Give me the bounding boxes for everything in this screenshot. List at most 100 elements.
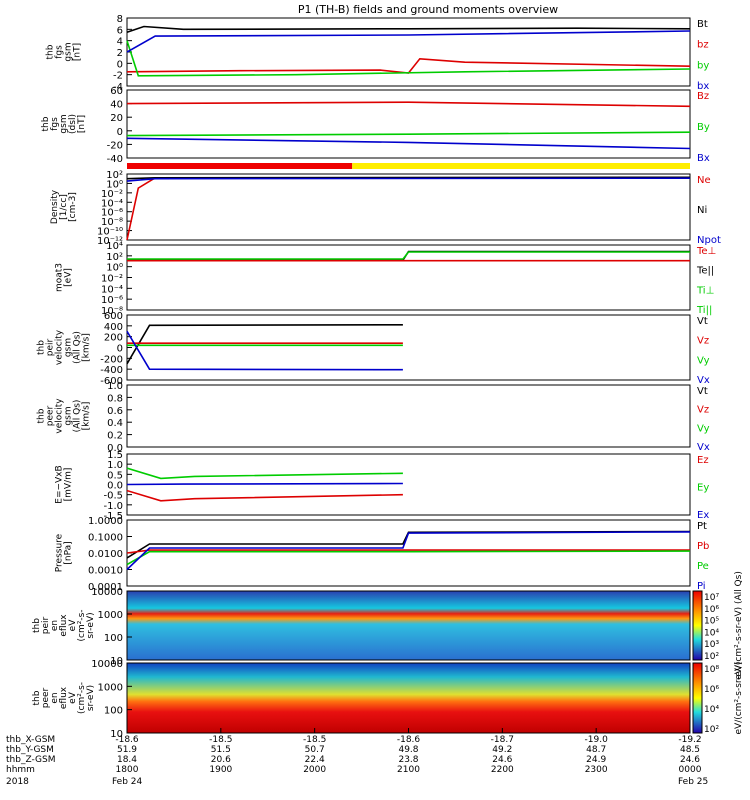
series-fgs-gsm-bx: [126, 30, 691, 53]
colorbar-tick-label: 10⁵: [704, 617, 719, 627]
y-tick-label: -200: [100, 354, 123, 365]
y-tick-label: 10²: [106, 170, 123, 181]
y-tick-label: -600: [100, 376, 123, 387]
x-tick-value: 22.4: [305, 755, 325, 765]
y-tick-label: 0.4: [107, 418, 123, 429]
y-axis-label: en: [50, 692, 60, 703]
spectrogram: [127, 663, 690, 733]
y-tick-label: 10000: [91, 587, 123, 598]
y-axis-label: [km/s]: [82, 333, 92, 362]
series-fgs-gsm-bz: [126, 57, 691, 74]
legend-bz: bz: [697, 40, 709, 51]
y-tick-label: 10⁻⁸: [101, 306, 123, 317]
x-tick-value: 1900: [209, 765, 232, 775]
y-axis-label: gsm: [64, 42, 74, 61]
x-tick-value: 50.7: [305, 745, 325, 755]
y-tick-label: 0.0100: [88, 549, 123, 560]
y-axis-label: fgs: [50, 117, 60, 131]
y-tick-label: 10000: [91, 659, 123, 670]
x-row-label: thb_Y-GSM: [6, 745, 54, 755]
x-tick-value: 2300: [585, 765, 608, 775]
legend-Pb: Pb: [697, 541, 709, 552]
y-axis-label: sr-eV): [86, 612, 96, 638]
x-tick-value: 24.6: [492, 755, 512, 765]
y-axis-label: [nT]: [73, 43, 83, 61]
panel-density: 10²10⁰10⁻²10⁻⁴10⁻⁶10⁻⁸10⁻¹⁰10⁻¹²Density[…: [50, 170, 721, 247]
y-tick-label: 0: [117, 127, 123, 138]
y-tick-label: 1000: [98, 610, 123, 621]
series-density-Ni: [126, 176, 691, 180]
y-axis-label: sr-eV): [86, 685, 96, 711]
y-tick-label: 10: [110, 729, 123, 740]
x-tick-value: 51.9: [117, 745, 137, 755]
y-tick-label: 10: [110, 656, 123, 667]
legend-Vt: Vt: [697, 386, 708, 397]
y-tick-label: -2: [113, 71, 123, 82]
x-row-label: hhmm: [6, 765, 35, 775]
y-tick-label: 20: [110, 113, 123, 124]
legend-Ex: Ex: [697, 510, 709, 521]
plot-title: P1 (TH-B) fields and ground moments over…: [298, 3, 558, 16]
colorbar-tick-label: 10²: [704, 652, 719, 662]
y-tick-label: 1.0: [107, 460, 123, 471]
y-tick-label: 10²: [106, 252, 123, 263]
colorbar-label: eV/(cm²-s-sr-eV): [734, 661, 744, 734]
x-tick-value: -18.6: [397, 735, 421, 745]
series-pressure-Pt: [126, 530, 691, 559]
y-tick-label: 10⁻⁸: [101, 217, 123, 228]
x-tick-value: 24.9: [586, 755, 606, 765]
y-tick-label: 60: [110, 86, 123, 97]
panel-pressure: 1.0000 0.1000 0.0100 0.0010 0.0001 Pressure [n…: [55, 516, 710, 593]
series-fgs-dsl-By: [126, 131, 691, 137]
y-tick-label: 4: [117, 37, 123, 48]
y-axis-label: en: [50, 620, 60, 631]
y-tick-label: 0.8: [107, 393, 123, 404]
panel-frame: [126, 173, 691, 241]
y-tick-label: -4: [113, 82, 123, 93]
panel-fgs-dsl: 60 40 20 0 -20 -40 thb fgs gsm (dsl) [nT] Bz By Bx: [41, 86, 710, 165]
y-axis-label: peir: [41, 616, 51, 634]
y-axis-label: thb: [41, 116, 51, 131]
y-tick-label: 0.0: [107, 481, 123, 492]
y-axis-label: [nPa]: [64, 541, 74, 564]
y-tick-label: 10⁰: [106, 179, 123, 190]
legend-Ti||: Ti||: [696, 305, 712, 316]
y-tick-label: 10⁻⁶: [101, 208, 123, 219]
legend-Ti⊥: Ti⊥: [696, 285, 714, 296]
legend-Ey: Ey: [697, 483, 709, 494]
y-axis-label: gsm: [59, 114, 69, 133]
y-tick-label: 10⁻¹⁰: [97, 227, 123, 238]
legend-By: By: [697, 122, 710, 133]
y-axis-label: peir: [46, 338, 56, 356]
legend-Pt: Pt: [697, 521, 707, 532]
colorbar-tick-label: 10⁸: [704, 665, 719, 675]
legend-Ne: Ne: [697, 175, 711, 186]
series-density-Npot: [126, 177, 691, 182]
y-tick-label: 0.6: [107, 406, 123, 417]
series-efield-Ez: [126, 489, 403, 502]
x-tick-value: 49.2: [492, 745, 512, 755]
x-tick-value: 23.8: [398, 755, 418, 765]
panel-peir-spec: 10000 1000 100 10 thb peir en eflux eV (cm²-s-sr-…: [32, 571, 744, 680]
y-axis-label: eflux: [59, 614, 69, 637]
y-tick-label: 0.0001: [88, 582, 123, 593]
y-tick-label: 2: [117, 48, 123, 59]
colorbar-tick-label: 10⁴: [704, 705, 719, 715]
y-tick-label: -20: [107, 140, 123, 151]
series-pressure-Pb: [126, 549, 690, 554]
legend-Bx: Bx: [697, 153, 710, 164]
legend-Vz: Vz: [697, 405, 709, 416]
legend-Pi: Pi: [697, 581, 706, 592]
panel-frame: [126, 590, 691, 661]
y-axis-label: eV: [68, 691, 78, 704]
date-start: Feb 24: [112, 777, 143, 787]
y-tick-label: 400: [104, 322, 123, 333]
x-tick-value: -19.2: [678, 735, 701, 745]
y-axis-label: (cm²-s-: [77, 609, 87, 641]
legend-Vx: Vx: [697, 442, 710, 453]
x-tick-value: 48.5: [680, 745, 700, 755]
y-tick-label: -1.0: [103, 501, 123, 512]
panel-frame: [126, 89, 691, 159]
